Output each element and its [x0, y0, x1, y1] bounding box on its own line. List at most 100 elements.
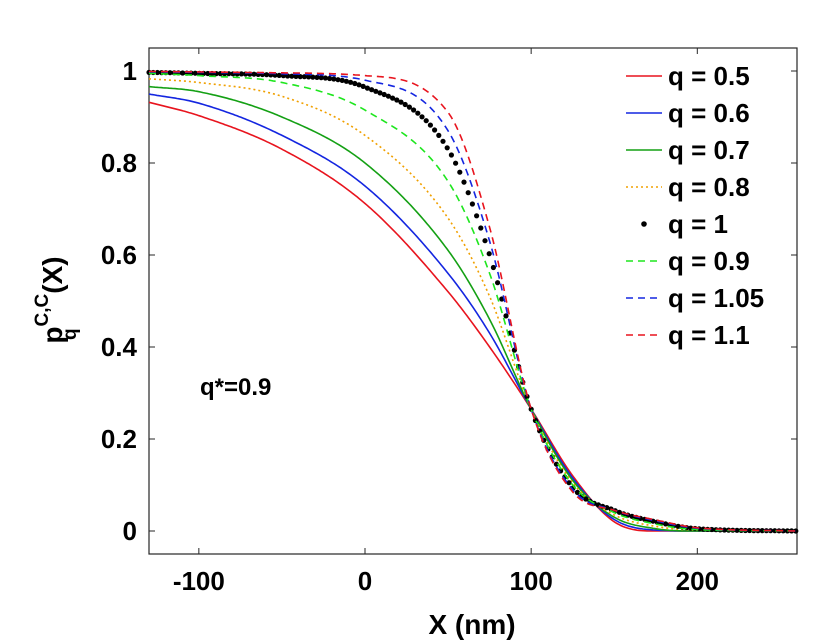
y-label-sup: C,C — [32, 293, 53, 326]
data-point — [154, 69, 160, 76]
y-tick-label: 0 — [123, 516, 137, 546]
data-point — [553, 461, 560, 467]
data-point — [314, 74, 320, 80]
legend-item: q = 1 — [641, 209, 728, 239]
data-point — [436, 132, 442, 138]
y-tick-label: 0.6 — [101, 240, 137, 270]
legend-label: q = 0.7 — [668, 135, 750, 165]
data-point — [301, 74, 307, 80]
y-label-sub: q — [60, 328, 81, 340]
data-point — [356, 82, 362, 88]
data-point — [398, 99, 404, 105]
data-point — [478, 225, 484, 231]
data-point — [675, 523, 681, 529]
data-point — [457, 169, 463, 175]
data-point — [373, 88, 379, 94]
data-point — [331, 76, 337, 82]
data-point — [415, 110, 421, 116]
series-q-1-1 — [149, 70, 798, 532]
data-point — [474, 213, 480, 219]
data-point — [444, 145, 450, 151]
legend-item: q = 0.9 — [626, 246, 750, 276]
legend-label: q = 1.1 — [668, 320, 750, 350]
data-point — [495, 280, 501, 286]
data-point — [663, 521, 669, 527]
data-point — [440, 138, 446, 144]
data-point — [616, 509, 623, 515]
y-label-base: p — [37, 326, 68, 343]
series-q-0-9 — [148, 72, 797, 532]
x-axis: -100 0 100 200 — [173, 48, 719, 596]
x-tick-label: 200 — [676, 566, 719, 596]
data-point — [276, 72, 282, 78]
data-point — [574, 489, 581, 495]
data-point — [310, 74, 316, 80]
data-point — [167, 70, 173, 76]
data-point — [490, 264, 496, 271]
data-point — [385, 93, 391, 99]
data-point — [583, 496, 589, 502]
data-point — [322, 75, 328, 81]
data-point — [503, 313, 509, 319]
data-point — [469, 201, 475, 207]
data-point — [419, 114, 425, 120]
data-point — [482, 238, 488, 244]
data-point — [432, 127, 438, 133]
annotation-text: q*=0.9 — [200, 374, 271, 401]
y-tick-label: 0.2 — [101, 424, 137, 454]
data-point — [772, 528, 778, 534]
data-point — [238, 71, 244, 77]
legend-marker — [641, 221, 647, 227]
data-point — [411, 107, 417, 113]
data-point — [390, 95, 396, 101]
data-point — [402, 101, 408, 108]
data-point — [747, 527, 753, 534]
data-point — [335, 77, 341, 83]
x-tick-label: -100 — [173, 566, 225, 596]
legend-label: q = 0.6 — [668, 98, 750, 128]
data-point — [381, 91, 387, 98]
data-point — [448, 152, 454, 158]
x-axis-label: X (nm) — [428, 609, 515, 640]
data-point — [289, 73, 295, 79]
data-point — [486, 251, 492, 257]
data-point — [364, 85, 370, 91]
data-point — [377, 90, 383, 96]
data-point — [360, 83, 366, 89]
legend-item: q = 1.1 — [626, 320, 750, 350]
y-tick-label: 0.4 — [101, 332, 138, 362]
legend-label: q = 0.5 — [668, 61, 750, 91]
data-point — [327, 75, 333, 82]
data-point — [427, 122, 433, 128]
legend-item: q = 0.6 — [626, 98, 750, 128]
legend-item: q = 0.7 — [626, 135, 750, 165]
y-axis-label: pC,C(X) q — [32, 256, 81, 343]
legend-item: q = 0.5 — [626, 61, 750, 91]
data-point — [734, 527, 740, 533]
data-point — [566, 480, 572, 486]
data-point — [369, 87, 375, 93]
data-point — [180, 70, 186, 76]
x-tick-label: 0 — [358, 566, 372, 596]
svg-text:pC,C(X): pC,C(X) — [32, 256, 68, 343]
data-point — [306, 74, 312, 80]
data-point — [348, 79, 354, 85]
data-point — [394, 97, 400, 103]
data-point — [264, 72, 270, 78]
data-point — [793, 528, 799, 534]
data-point — [465, 190, 471, 196]
data-point — [423, 118, 429, 124]
data-point — [453, 160, 459, 166]
data-point — [352, 80, 358, 87]
data-point — [251, 71, 257, 77]
y-tick-label: 0.8 — [101, 148, 137, 178]
legend-label: q = 0.8 — [668, 172, 750, 202]
data-point — [604, 505, 610, 511]
y-tick-label: 1 — [123, 56, 137, 86]
y-label-suffix: (X) — [37, 256, 68, 293]
data-point — [629, 513, 635, 519]
x-tick-label: 100 — [509, 566, 552, 596]
legend-item: q = 0.8 — [626, 172, 750, 202]
data-point — [721, 527, 728, 533]
